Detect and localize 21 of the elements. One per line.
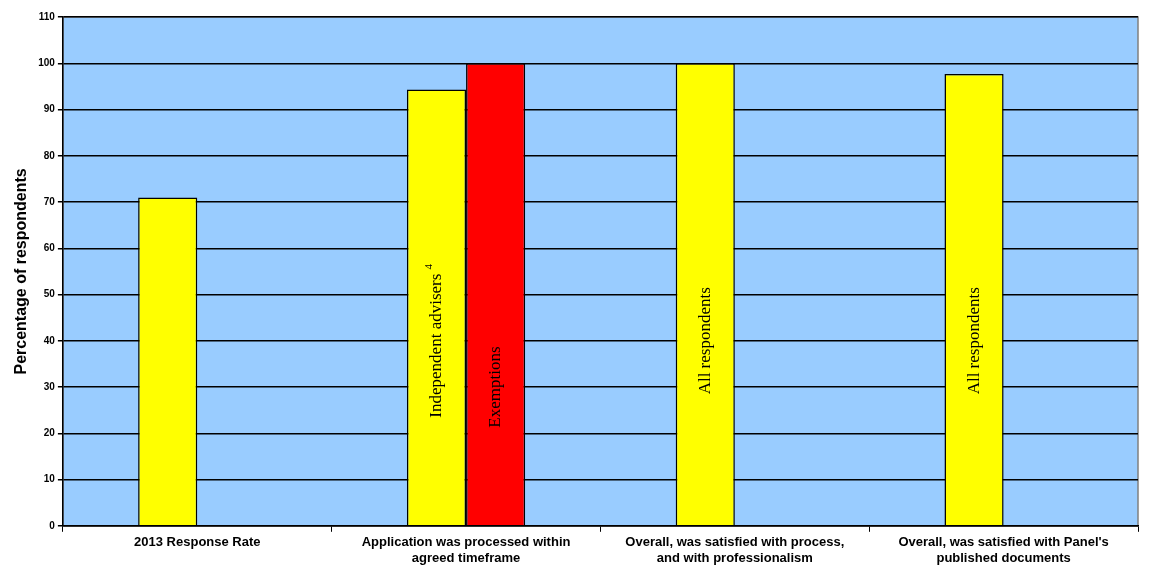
x-tick-label: 2013 Response Rate xyxy=(134,534,261,550)
y-axis-title: Percentage of respondents xyxy=(12,168,30,375)
y-tick-label: 40 xyxy=(43,334,56,346)
annotation: All respondents xyxy=(963,287,983,395)
x-tick-label: Overall, was satisfied with Panel's published documents xyxy=(898,534,1109,565)
y-tick-label: 80 xyxy=(43,149,56,161)
annotation: Exemptions xyxy=(485,346,505,428)
annotation: All respondents xyxy=(694,287,714,395)
y-tick-label: 60 xyxy=(43,242,56,254)
y-tick-label: 110 xyxy=(38,10,56,22)
y-tick-label: 20 xyxy=(43,427,56,439)
y-tick-label: 10 xyxy=(43,473,56,485)
y-tick-label: 90 xyxy=(43,103,56,115)
x-tick-label: Overall, was satisfied with process, and with professionalism xyxy=(625,534,845,565)
x-tick-label: Application was processed within agreed timeframe xyxy=(361,534,571,565)
annotation: Independent advisers 4 xyxy=(422,263,445,418)
y-tick-label: 30 xyxy=(43,380,56,392)
y-tick-label: 70 xyxy=(43,195,56,207)
y-tick-label: 100 xyxy=(38,57,56,68)
y-tick-label: 50 xyxy=(43,288,56,300)
y-tick-label: 0 xyxy=(49,519,56,531)
